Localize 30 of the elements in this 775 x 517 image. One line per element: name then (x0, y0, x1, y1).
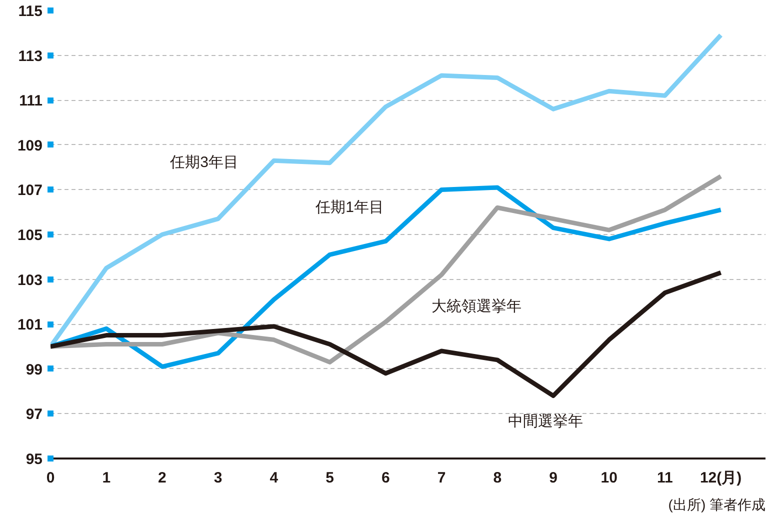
x-tick-label: 11 (657, 470, 673, 486)
line-series (50, 270, 724, 398)
series-label: 中間選挙年 (508, 412, 584, 430)
x-tick-label: 7 (437, 470, 446, 486)
x-tick-label: 4 (270, 470, 279, 486)
y-tick-label: 97 (26, 406, 43, 424)
series-label: 大統領選挙年 (432, 298, 522, 315)
y-tick-label: 107 (17, 182, 43, 200)
x-tick-label: 5 (326, 470, 334, 486)
y-tick-label: 111 (19, 92, 43, 110)
x-tick-label: 12(月) (700, 470, 742, 486)
x-tick-label: 2 (158, 470, 166, 486)
y-tick-label: 103 (17, 272, 43, 289)
y-tick-label: 113 (18, 48, 43, 65)
x-tick-label: 0 (46, 470, 55, 486)
y-tick-label: 115 (18, 3, 43, 20)
y-tick-label: 105 (17, 227, 43, 244)
text: (出所) 筆者作成 (668, 496, 766, 512)
x-tick-label: 9 (549, 470, 558, 486)
y-tick-label: 109 (17, 137, 43, 154)
y-tick-label: 95 (26, 451, 43, 468)
series-label: 任期3年目 (169, 154, 238, 171)
x-tick-label: 1 (102, 470, 111, 486)
x-tick-label: 3 (214, 470, 222, 486)
x-tick-label: 8 (493, 470, 502, 486)
y-tick-label: 101 (17, 316, 43, 334)
y-tick-label: 99 (26, 361, 43, 378)
x-tick-label: 10 (600, 470, 618, 486)
x-tick-label: 6 (381, 470, 390, 486)
series-label: 任期1年目 (314, 199, 384, 216)
